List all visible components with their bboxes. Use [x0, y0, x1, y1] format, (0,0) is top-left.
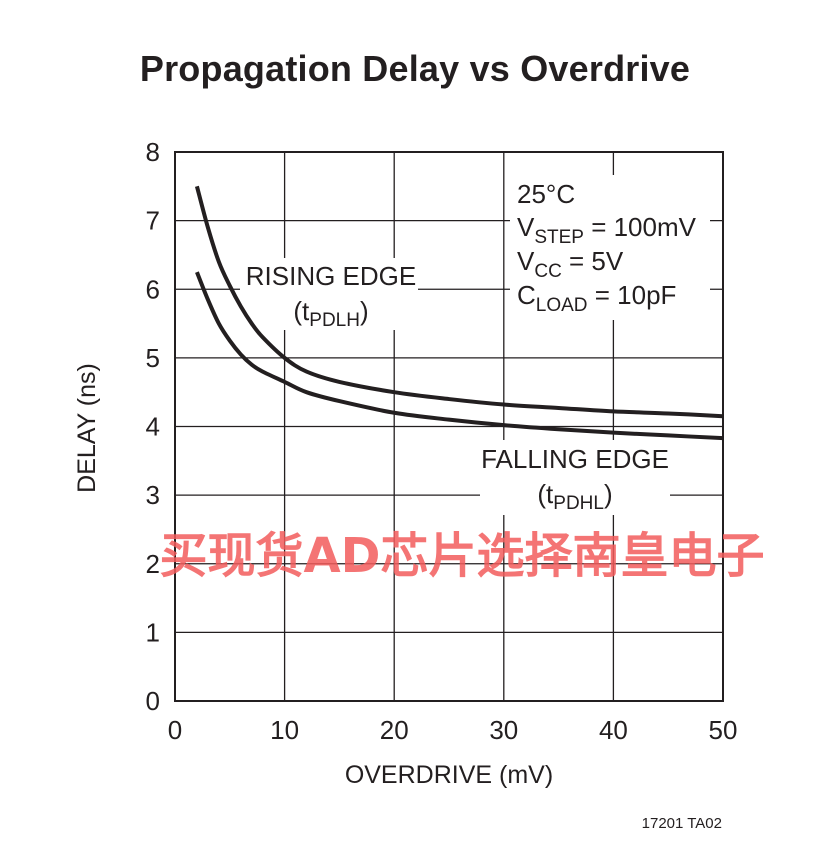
y-tick-label: 0	[146, 686, 160, 716]
x-tick-label: 40	[599, 715, 628, 745]
watermark-text: 买现货AD芯片选择南皇电子	[160, 528, 765, 584]
y-tick-label: 5	[146, 343, 160, 373]
chart-title: Propagation Delay vs Overdrive	[139, 48, 691, 89]
rising-edge-label: RISING EDGE	[246, 261, 416, 291]
y-tick-label: 7	[146, 206, 160, 236]
figure-id: 17201 TA02	[642, 815, 722, 832]
series-lines	[194, 185, 724, 441]
conditions-knockout	[510, 175, 710, 320]
series-line-rising-edge	[194, 185, 724, 419]
x-tick-label: 10	[270, 715, 299, 745]
plot-frame	[174, 151, 724, 702]
x-tick-label: 30	[489, 715, 518, 745]
rising-label-knockout	[240, 258, 418, 330]
x-tick-label: 50	[709, 715, 738, 745]
condition-temperature: 25°C	[517, 179, 575, 209]
condition-cload: CLOAD = 10pF	[517, 280, 676, 316]
y-tick-label: 4	[146, 412, 160, 442]
condition-vstep: VSTEP = 100mV	[517, 212, 697, 248]
y-axis-label: DELAY (ns)	[73, 363, 101, 493]
x-tick-label: 0	[168, 715, 182, 745]
y-tick-label: 1	[146, 617, 160, 647]
y-tick-label: 8	[146, 137, 160, 167]
y-tick-labels: 0 1 2 3 4 5 6 7 8	[146, 137, 160, 716]
falling-edge-sublabel: (tPDHL)	[537, 479, 612, 514]
rising-edge-sublabel: (tPDLH)	[293, 296, 368, 331]
x-tick-label: 20	[380, 715, 409, 745]
falling-edge-label: FALLING EDGE	[481, 444, 669, 474]
x-axis-label: OVERDRIVE (mV)	[345, 761, 553, 789]
y-tick-label: 6	[146, 274, 160, 304]
y-tick-label: 2	[146, 549, 160, 579]
series-line-falling-edge	[195, 271, 724, 441]
y-tick-label: 3	[146, 480, 160, 510]
plot-border	[174, 151, 724, 702]
falling-label-knockout	[480, 440, 670, 515]
x-tick-labels: 0 10 20 30 40 50	[168, 715, 738, 745]
condition-vcc: VCC = 5V	[517, 246, 624, 282]
